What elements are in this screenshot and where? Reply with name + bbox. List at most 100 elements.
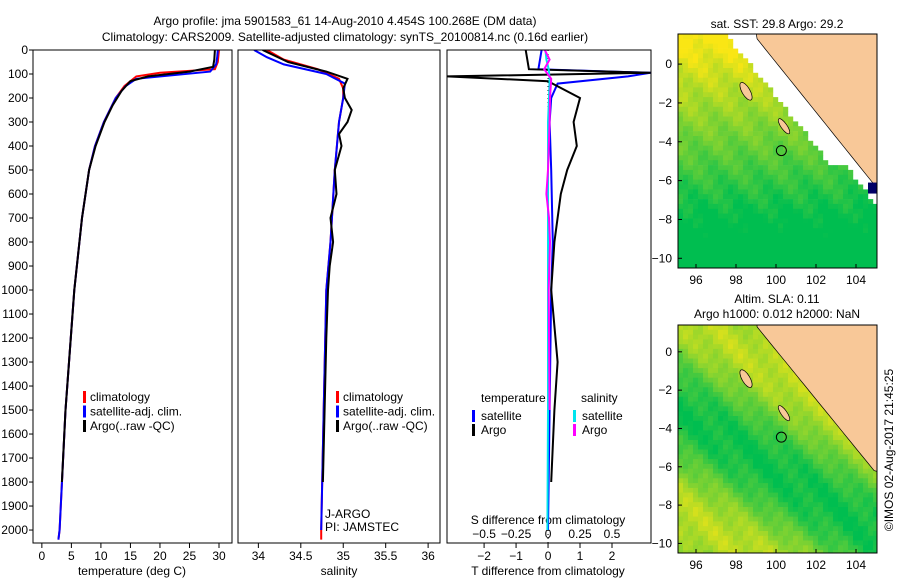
map-cell xyxy=(753,179,759,185)
map-cell xyxy=(863,478,869,484)
map-cell xyxy=(753,106,759,112)
map-cell xyxy=(723,440,729,446)
map-cell xyxy=(763,194,769,200)
map-cell xyxy=(773,406,779,412)
map-cell xyxy=(808,535,814,541)
map-cell xyxy=(783,203,789,210)
map-cell xyxy=(718,406,724,412)
map-cell xyxy=(718,102,724,108)
x-tick-label: 104 xyxy=(846,558,866,572)
map-cell xyxy=(798,208,804,214)
map-cell xyxy=(748,430,754,436)
map-cell xyxy=(773,521,779,527)
map-cell xyxy=(713,34,719,40)
map-cell xyxy=(683,174,689,180)
map-cell xyxy=(753,155,759,161)
map-cell xyxy=(818,511,824,517)
map-cell xyxy=(698,106,704,112)
map-cell xyxy=(763,531,769,537)
map-cell xyxy=(773,459,779,465)
map-cell xyxy=(693,116,699,122)
map-cell xyxy=(688,344,694,350)
map-cell xyxy=(688,252,694,258)
island-pagai xyxy=(777,405,791,422)
map-cell xyxy=(813,184,819,190)
map-cell xyxy=(713,353,719,359)
map-cell xyxy=(758,492,764,498)
map-cell xyxy=(833,189,839,195)
map-cell xyxy=(798,140,804,146)
map-cell xyxy=(753,262,759,268)
map-cell xyxy=(753,116,759,122)
map-cell xyxy=(868,550,874,553)
map-cell xyxy=(743,116,749,122)
map-cell xyxy=(723,334,729,340)
map-cell xyxy=(693,329,699,335)
map-cell xyxy=(833,435,839,441)
map-cell xyxy=(818,184,824,190)
map-cell xyxy=(783,116,789,122)
map-cell xyxy=(848,463,854,470)
map-cell xyxy=(783,155,789,161)
map-cell xyxy=(823,440,829,446)
map-cell xyxy=(693,416,699,422)
map-cell xyxy=(713,348,719,355)
map-cell xyxy=(763,228,769,234)
map-cell xyxy=(693,540,699,546)
map-cell xyxy=(768,473,774,479)
map-cell xyxy=(718,382,724,388)
map-cell xyxy=(708,203,714,210)
map-cell xyxy=(728,68,734,74)
map-cell xyxy=(773,247,779,253)
map-cell xyxy=(803,416,809,422)
map-cell xyxy=(708,140,714,146)
map-cell xyxy=(703,511,709,517)
map-cell xyxy=(813,252,819,258)
map-cell xyxy=(828,463,834,470)
series-line-t-satellite xyxy=(537,50,651,531)
map-cell xyxy=(718,184,724,190)
map-cell xyxy=(738,420,744,426)
map-cell xyxy=(773,223,779,229)
map-cell xyxy=(768,262,774,268)
map-cell xyxy=(863,540,869,546)
map-cell xyxy=(773,106,779,112)
map-cell xyxy=(703,540,709,546)
map-cell xyxy=(683,121,689,127)
map-cell xyxy=(868,242,874,248)
map-cell xyxy=(723,77,729,83)
map-cell xyxy=(773,218,779,224)
map-cell xyxy=(863,502,869,508)
map-cell xyxy=(763,502,769,508)
map-cell xyxy=(753,497,759,503)
map-cell xyxy=(753,363,759,369)
map-cell xyxy=(718,189,724,195)
map-cell xyxy=(678,377,684,383)
map-cell xyxy=(763,473,769,479)
map-cell xyxy=(833,540,839,546)
map-cell xyxy=(793,545,799,551)
map-cell xyxy=(698,97,704,103)
map-cell xyxy=(768,150,774,156)
map-cell xyxy=(818,169,824,176)
map-cell xyxy=(863,459,869,465)
legend-label: Argo(..raw -QC) xyxy=(343,419,428,433)
map-cell xyxy=(723,521,729,527)
map-cell xyxy=(698,174,704,180)
map-cell xyxy=(728,111,734,117)
map-cell xyxy=(793,420,799,426)
map-cell xyxy=(763,136,769,142)
map-cell xyxy=(723,237,729,244)
map-cell xyxy=(803,420,809,426)
map-cell xyxy=(778,102,784,108)
map-cell xyxy=(778,487,784,494)
map-cell xyxy=(828,444,834,450)
map-cell xyxy=(758,102,764,108)
map-cell xyxy=(768,387,774,393)
map-cell xyxy=(858,535,864,541)
map-cell xyxy=(863,257,869,263)
map-cell xyxy=(808,189,814,195)
map-cell xyxy=(833,440,839,446)
map-cell xyxy=(833,526,839,532)
map-cell xyxy=(728,228,734,234)
